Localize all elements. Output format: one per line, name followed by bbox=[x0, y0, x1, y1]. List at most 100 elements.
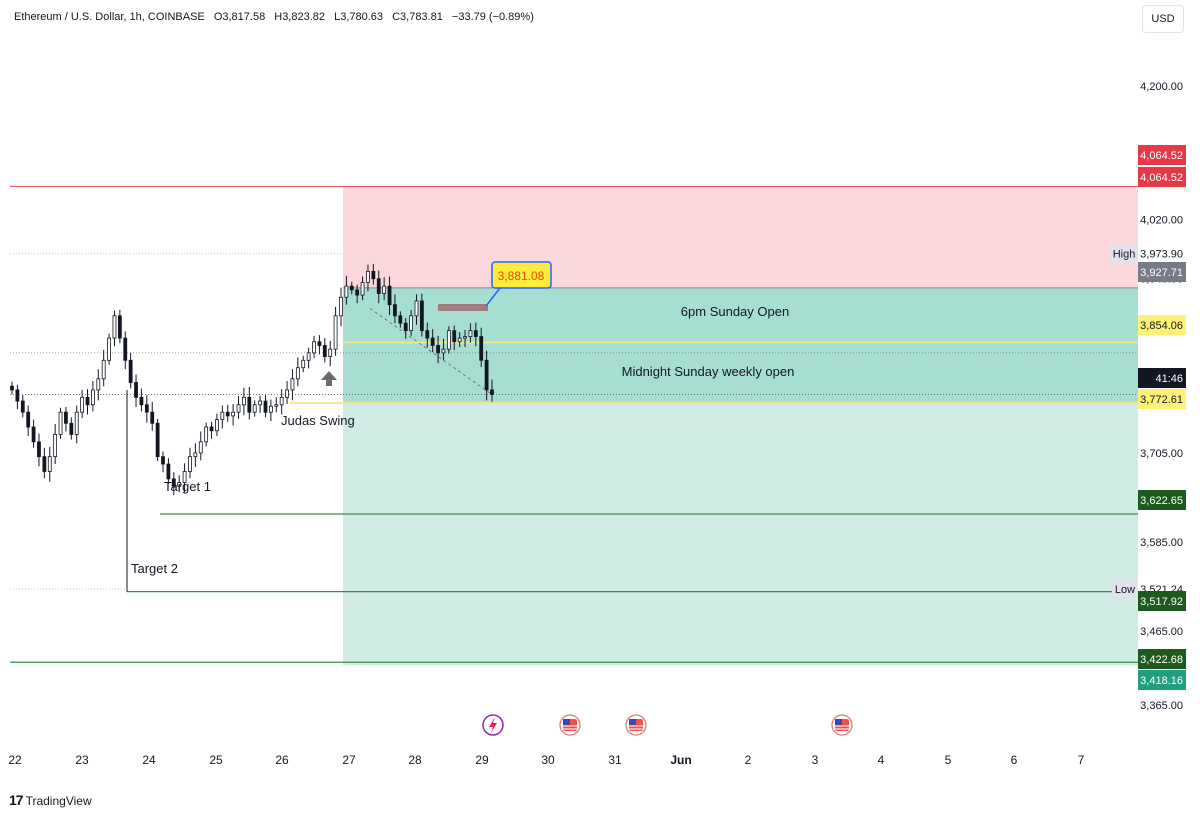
candle-body bbox=[53, 434, 58, 458]
lightning-icon[interactable] bbox=[482, 714, 504, 736]
high-marker-bg bbox=[1110, 244, 1138, 263]
candle-body bbox=[215, 419, 219, 432]
lightning-bolt bbox=[489, 717, 497, 733]
candle-body bbox=[107, 337, 111, 361]
candle bbox=[107, 333, 111, 365]
candle bbox=[436, 335, 440, 364]
flag-canton bbox=[835, 719, 842, 725]
x-tick-label: 26 bbox=[275, 753, 289, 767]
candle bbox=[117, 309, 122, 344]
midnight-open-label: Midnight Sunday weekly open bbox=[622, 364, 795, 379]
candle-body bbox=[295, 367, 300, 380]
candle-body bbox=[355, 289, 360, 296]
candle-body bbox=[393, 304, 397, 317]
y-tick-label: 3,465.00 bbox=[1140, 626, 1183, 638]
candle-body bbox=[204, 426, 209, 443]
candle bbox=[274, 397, 279, 413]
candle-body bbox=[463, 336, 467, 339]
candle bbox=[306, 347, 311, 369]
candle-body bbox=[112, 315, 117, 339]
us-flag-icon[interactable] bbox=[625, 714, 647, 736]
candle bbox=[247, 386, 252, 420]
candle-body bbox=[349, 285, 354, 291]
candle-body bbox=[403, 322, 408, 332]
candle bbox=[139, 388, 144, 412]
candle bbox=[252, 400, 257, 417]
candle bbox=[198, 431, 203, 461]
candle-body bbox=[279, 396, 284, 406]
us-flag-icon[interactable] bbox=[831, 714, 853, 736]
tradingview-logo[interactable]: 17 TradingView bbox=[9, 792, 92, 808]
x-tick-label: 23 bbox=[75, 753, 89, 767]
price-callout-box[interactable] bbox=[491, 261, 552, 289]
candle bbox=[161, 451, 165, 473]
candle bbox=[425, 322, 430, 348]
candle bbox=[20, 395, 25, 418]
candle-body bbox=[312, 341, 316, 354]
candle bbox=[134, 374, 138, 407]
candle bbox=[295, 357, 300, 387]
candle-body bbox=[484, 359, 489, 391]
candle bbox=[209, 421, 214, 439]
candle-body bbox=[333, 315, 338, 350]
candle bbox=[182, 463, 187, 493]
candle-body bbox=[285, 389, 289, 398]
symbol-name[interactable]: Ethereum / U.S. Dollar, 1h, COINBASE bbox=[14, 11, 205, 23]
currency-button[interactable]: USD bbox=[1142, 5, 1184, 33]
candle-body bbox=[371, 270, 376, 280]
candle-body bbox=[490, 389, 494, 395]
x-tick-label: 6 bbox=[1011, 753, 1018, 767]
candle bbox=[473, 322, 478, 347]
x-tick-label: 29 bbox=[475, 753, 489, 767]
candle-body bbox=[414, 300, 419, 317]
candle bbox=[285, 381, 289, 405]
candle bbox=[371, 263, 376, 285]
candle bbox=[85, 389, 90, 415]
candle bbox=[349, 281, 354, 295]
candle bbox=[112, 310, 117, 347]
price-axis-badge-text: 3,622.65 bbox=[1140, 495, 1183, 507]
x-tick-label: 3 bbox=[812, 753, 819, 767]
candle-body bbox=[322, 345, 327, 357]
highlight-bar bbox=[438, 304, 488, 311]
candle-body bbox=[150, 411, 155, 424]
x-tick-label: 2 bbox=[745, 753, 752, 767]
candle bbox=[446, 326, 451, 354]
low-marker-label: Low bbox=[1115, 584, 1135, 596]
target-1-label: Target 1 bbox=[164, 479, 211, 494]
events-layer[interactable] bbox=[482, 714, 853, 736]
y-tick-label: 4,020.00 bbox=[1140, 214, 1183, 226]
candle bbox=[430, 329, 435, 353]
candle bbox=[317, 335, 322, 355]
candle bbox=[150, 401, 155, 431]
candle bbox=[463, 329, 467, 347]
candle bbox=[220, 405, 225, 429]
candle-body bbox=[425, 330, 430, 339]
candle bbox=[268, 399, 273, 422]
candle bbox=[376, 270, 381, 304]
price-callout-pointer bbox=[485, 287, 501, 307]
symbol-legend[interactable]: Ethereum / U.S. Dollar, 1h, COINBASE O3,… bbox=[14, 11, 540, 23]
candle-body bbox=[446, 330, 451, 350]
candle-body bbox=[258, 400, 262, 406]
candle-body bbox=[171, 478, 176, 487]
price-axis-badge bbox=[1138, 670, 1186, 690]
candle-body bbox=[306, 352, 311, 361]
candle bbox=[231, 404, 236, 426]
candle-body bbox=[69, 422, 74, 435]
x-tick-label: 27 bbox=[342, 753, 356, 767]
candle bbox=[393, 294, 397, 324]
candle-body bbox=[268, 405, 273, 413]
us-flag-icon[interactable] bbox=[559, 714, 581, 736]
candle bbox=[457, 332, 462, 347]
x-tick-label: 31 bbox=[608, 753, 622, 767]
candle-body bbox=[58, 411, 63, 435]
candle-body bbox=[366, 270, 370, 283]
candle bbox=[333, 306, 338, 356]
candle-body bbox=[409, 315, 414, 332]
price-axis-badge-text: 41:46 bbox=[1155, 373, 1183, 385]
candle bbox=[26, 405, 31, 436]
candle-body bbox=[74, 411, 79, 435]
candle bbox=[37, 433, 41, 467]
